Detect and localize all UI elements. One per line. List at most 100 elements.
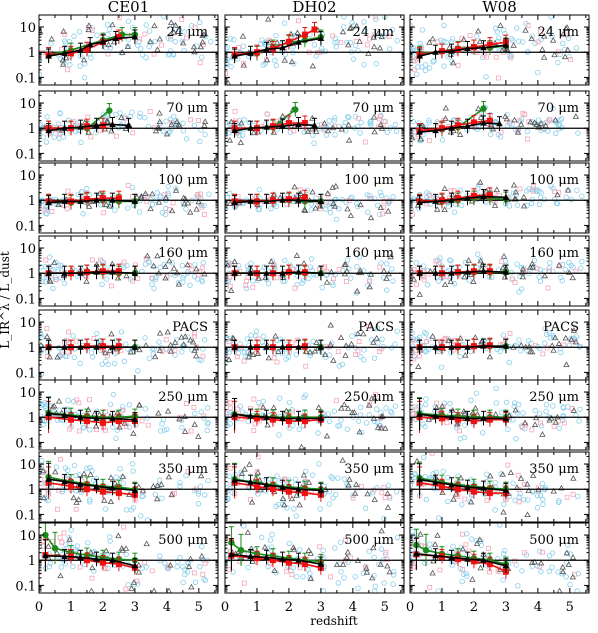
median-point-red (285, 120, 292, 127)
scatter-circle (94, 330, 100, 337)
scatter-circle (204, 405, 211, 411)
scatter-triangle (572, 113, 580, 119)
scatter-triangle (168, 207, 176, 214)
scatter-circle (80, 424, 86, 431)
scatter-square (192, 24, 198, 30)
scatter-circle (344, 257, 351, 263)
median-point-red (83, 46, 90, 53)
scatter-triangle (338, 405, 345, 411)
scatter-circle (239, 132, 246, 138)
median-point-black (317, 197, 325, 204)
scatter-square (338, 39, 344, 45)
panel: 250 μm (224, 379, 405, 451)
scatter-circle (457, 435, 463, 442)
scatter-square (303, 363, 309, 369)
scatter-triangle (375, 30, 382, 36)
scatter-circle (511, 403, 517, 409)
median-line-black (419, 44, 506, 57)
scatter-triangle (91, 410, 98, 417)
scatter-triangle (304, 128, 312, 135)
scatter-triangle (191, 421, 198, 427)
scatter-square (373, 15, 379, 20)
scatter-circle (146, 355, 152, 362)
scatter-circle (384, 129, 390, 136)
panel-content (225, 182, 404, 223)
scatter-square (381, 198, 387, 204)
median-point-red (438, 125, 445, 132)
scatter-circle (336, 423, 343, 429)
scatter-square (411, 410, 416, 416)
scatter-square (191, 405, 197, 410)
scatter-circle (560, 40, 566, 47)
scatter-triangle (527, 118, 534, 125)
scatter-circle (431, 57, 437, 64)
scatter-triangle (493, 186, 501, 193)
scatter-circle (369, 490, 376, 496)
scatter-square (467, 33, 473, 38)
scatter-circle (307, 264, 314, 270)
scatter-triangle (238, 119, 245, 126)
band-label: 250 μm (158, 390, 208, 405)
scatter-triangle (172, 22, 179, 28)
scatter-circle (326, 118, 332, 124)
scatter-circle (422, 401, 429, 408)
scatter-triangle (465, 257, 472, 263)
scatter-circle (565, 404, 571, 410)
scatter-square (200, 353, 206, 359)
scatter-circle (46, 264, 53, 270)
scatter-circle (110, 391, 117, 398)
scatter-circle (308, 256, 315, 262)
scatter-circle (394, 38, 400, 44)
scatter-circle (410, 206, 414, 212)
scatter-triangle (380, 267, 388, 274)
scatter-triangle (512, 188, 520, 195)
scatter-triangle (373, 334, 380, 341)
scatter-square (121, 259, 127, 265)
median-point-black (448, 124, 455, 131)
scatter-square (143, 256, 149, 262)
scatter-circle (426, 119, 432, 126)
median-point-red (115, 343, 122, 350)
median-point-black (432, 48, 439, 55)
median-point-black (480, 267, 487, 274)
scatter-triangle (377, 204, 385, 211)
scatter-circle (241, 349, 248, 356)
scatter-circle (535, 117, 542, 123)
scatter-circle (448, 257, 454, 264)
scatter-circle (142, 114, 148, 121)
scatter-square (170, 200, 176, 206)
scatter-circle (375, 202, 381, 208)
median-point-black (247, 412, 254, 419)
scatter-square (412, 404, 418, 410)
scatter-square (258, 405, 264, 411)
scatter-circle (513, 435, 519, 442)
median-point-black (77, 413, 84, 420)
y-tick-label: 1 (28, 122, 36, 137)
scatter-circle (383, 405, 389, 411)
scatter-circle (180, 279, 186, 285)
band-label: 100 μm (344, 173, 394, 188)
scatter-square (410, 211, 415, 217)
scatter-triangle (499, 264, 506, 271)
scatter-circle (386, 46, 393, 52)
panel-frame (224, 162, 405, 234)
band-label: PACS (358, 320, 394, 335)
scatter-circle (473, 33, 480, 40)
scatter-circle (357, 412, 364, 418)
scatter-circle (579, 193, 585, 199)
median-point-black (311, 121, 318, 128)
median-point-red (83, 196, 90, 203)
scatter-square (355, 348, 361, 354)
scatter-triangle (150, 262, 157, 269)
scatter-triangle (193, 352, 200, 359)
median-line-black (234, 199, 321, 204)
scatter-circle (426, 65, 433, 71)
median-point-black (416, 52, 423, 59)
scatter-circle (488, 131, 494, 138)
scatter-circle (129, 184, 135, 191)
scatter-square (411, 269, 416, 275)
scatter-triangle (298, 443, 305, 450)
scatter-circle (349, 194, 355, 200)
scatter-triangle (531, 421, 539, 427)
median-point-black (131, 416, 139, 423)
